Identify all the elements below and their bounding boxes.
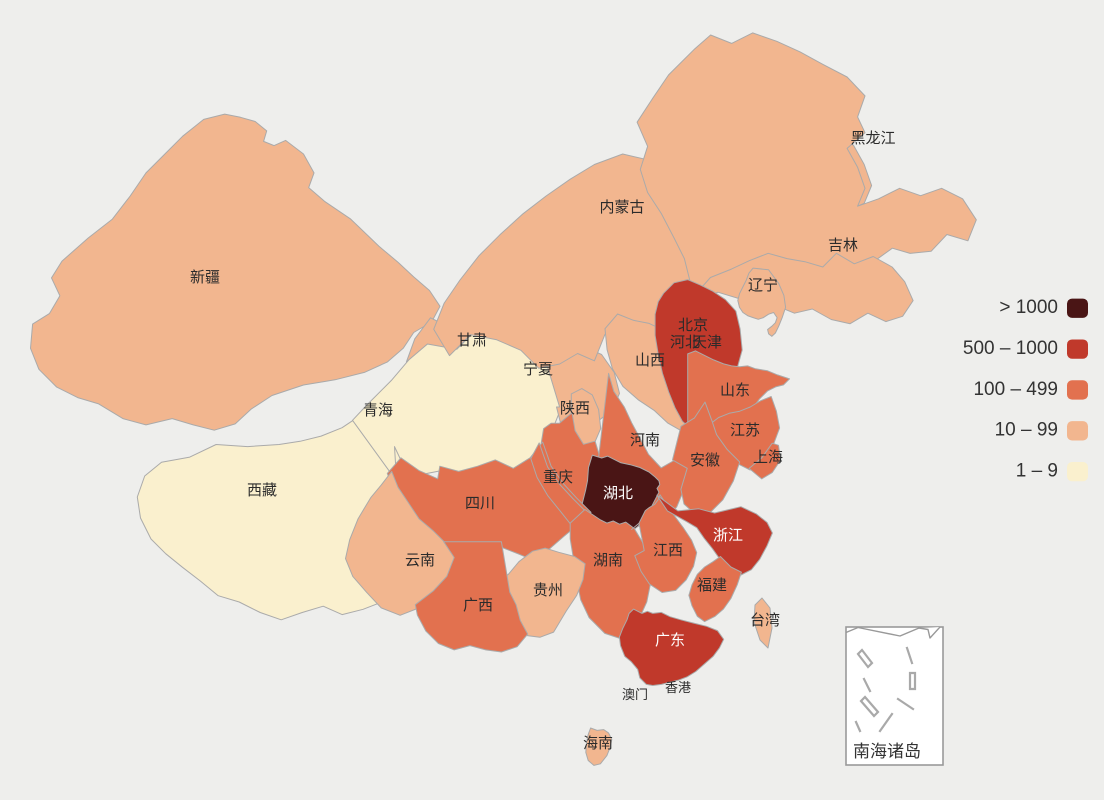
svg-text:浙江: 浙江 [713, 527, 743, 544]
svg-text:安徽: 安徽 [690, 452, 720, 469]
svg-text:上海: 上海 [753, 449, 783, 466]
svg-text:500 – 1000: 500 – 1000 [963, 338, 1058, 359]
svg-text:南海诸岛: 南海诸岛 [853, 742, 921, 761]
svg-text:重庆: 重庆 [543, 469, 573, 486]
svg-text:黑龙江: 黑龙江 [850, 130, 895, 147]
svg-text:1 – 9: 1 – 9 [1016, 461, 1058, 482]
svg-text:100 – 499: 100 – 499 [973, 379, 1058, 400]
svg-text:宁夏: 宁夏 [523, 361, 553, 378]
svg-text:辽宁: 辽宁 [748, 277, 778, 294]
svg-text:甘肃: 甘肃 [457, 332, 487, 349]
svg-text:香港: 香港 [665, 680, 691, 695]
svg-text:新疆: 新疆 [190, 269, 220, 286]
svg-text:西藏: 西藏 [247, 482, 277, 499]
svg-text:湖南: 湖南 [593, 552, 623, 569]
svg-text:北京: 北京 [678, 317, 708, 334]
svg-text:陕西: 陕西 [560, 400, 590, 417]
svg-text:澳门: 澳门 [622, 687, 648, 702]
svg-text:天津: 天津 [692, 334, 722, 351]
svg-text:湖北: 湖北 [603, 485, 633, 502]
svg-text:福建: 福建 [697, 577, 727, 594]
svg-text:江苏: 江苏 [730, 422, 760, 439]
svg-text:山西: 山西 [635, 352, 665, 369]
svg-text:吉林: 吉林 [828, 237, 858, 254]
svg-text:> 1000: > 1000 [999, 297, 1058, 318]
svg-text:10 – 99: 10 – 99 [995, 420, 1058, 441]
svg-text:海南: 海南 [583, 735, 613, 752]
svg-text:河南: 河南 [630, 432, 660, 449]
svg-text:江西: 江西 [653, 542, 683, 559]
svg-text:山东: 山东 [720, 382, 750, 399]
svg-text:四川: 四川 [465, 495, 495, 512]
svg-text:青海: 青海 [363, 402, 393, 419]
svg-text:台湾: 台湾 [750, 612, 780, 629]
svg-text:广东: 广东 [655, 632, 685, 649]
svg-text:云南: 云南 [405, 552, 435, 569]
svg-text:广西: 广西 [463, 597, 493, 614]
svg-text:贵州: 贵州 [533, 582, 563, 599]
svg-text:内蒙古: 内蒙古 [599, 199, 644, 216]
